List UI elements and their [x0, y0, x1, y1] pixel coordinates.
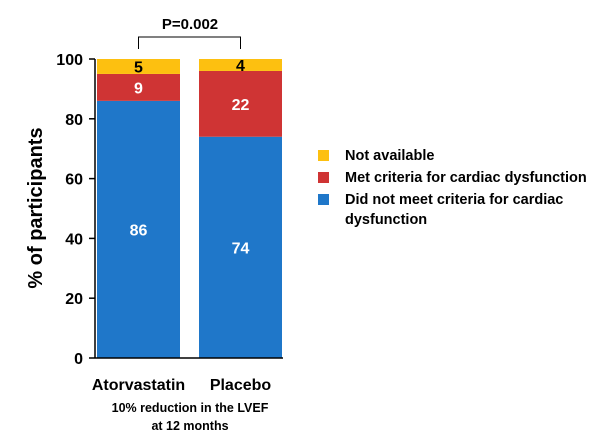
y-tick-label: 20: [65, 291, 83, 308]
y-tick-label: 0: [74, 351, 83, 368]
bar-value-label: 5: [134, 59, 143, 76]
bar-value-label: 4: [236, 58, 245, 75]
x-tick-label: Atorvastatin: [92, 377, 185, 394]
y-axis-label: % of participants: [25, 127, 47, 288]
legend-item-met-criteria: Met criteria for cardiac dysfunction: [318, 168, 598, 188]
bar-segment: [199, 136, 282, 358]
legend-swatch: [318, 150, 329, 161]
bar-value-label: 74: [232, 240, 250, 257]
y-tick-label: 60: [65, 172, 83, 189]
legend-label: Did not meet criteria for cardiac dysfun…: [345, 192, 564, 228]
x-tick-label: Placebo: [210, 377, 272, 394]
x-note-line-1: 10% reduction in the LVEF: [112, 401, 269, 415]
bar-segment: [199, 59, 282, 71]
significance-bracket: [138, 36, 241, 49]
bar-value-label: 9: [134, 80, 143, 97]
bar-segment: [97, 59, 180, 74]
chart-legend: Not available Met criteria for cardiac d…: [318, 146, 598, 232]
legend-label: Not available: [345, 148, 435, 164]
legend-label: Met criteria for cardiac dysfunction: [345, 170, 587, 186]
p-value-annotation: P=0.002: [162, 16, 218, 33]
y-tick-label: 40: [65, 231, 83, 248]
legend-swatch: [318, 194, 329, 205]
legend-item-did-not-meet-criteria: Did not meet criteria for cardiac dysfun…: [318, 190, 598, 230]
bar-segment: [97, 73, 180, 101]
legend-swatch: [318, 172, 329, 183]
bar-value-label: 86: [130, 222, 148, 239]
legend-item-not-available: Not available: [318, 146, 598, 166]
bar-segment: [97, 100, 180, 359]
x-note-line-2: at 12 months: [151, 419, 228, 433]
bar-segment: [199, 70, 282, 137]
bar-value-label: 22: [232, 97, 250, 114]
y-tick-label: 80: [65, 112, 83, 129]
y-tick-label: 100: [56, 52, 83, 69]
